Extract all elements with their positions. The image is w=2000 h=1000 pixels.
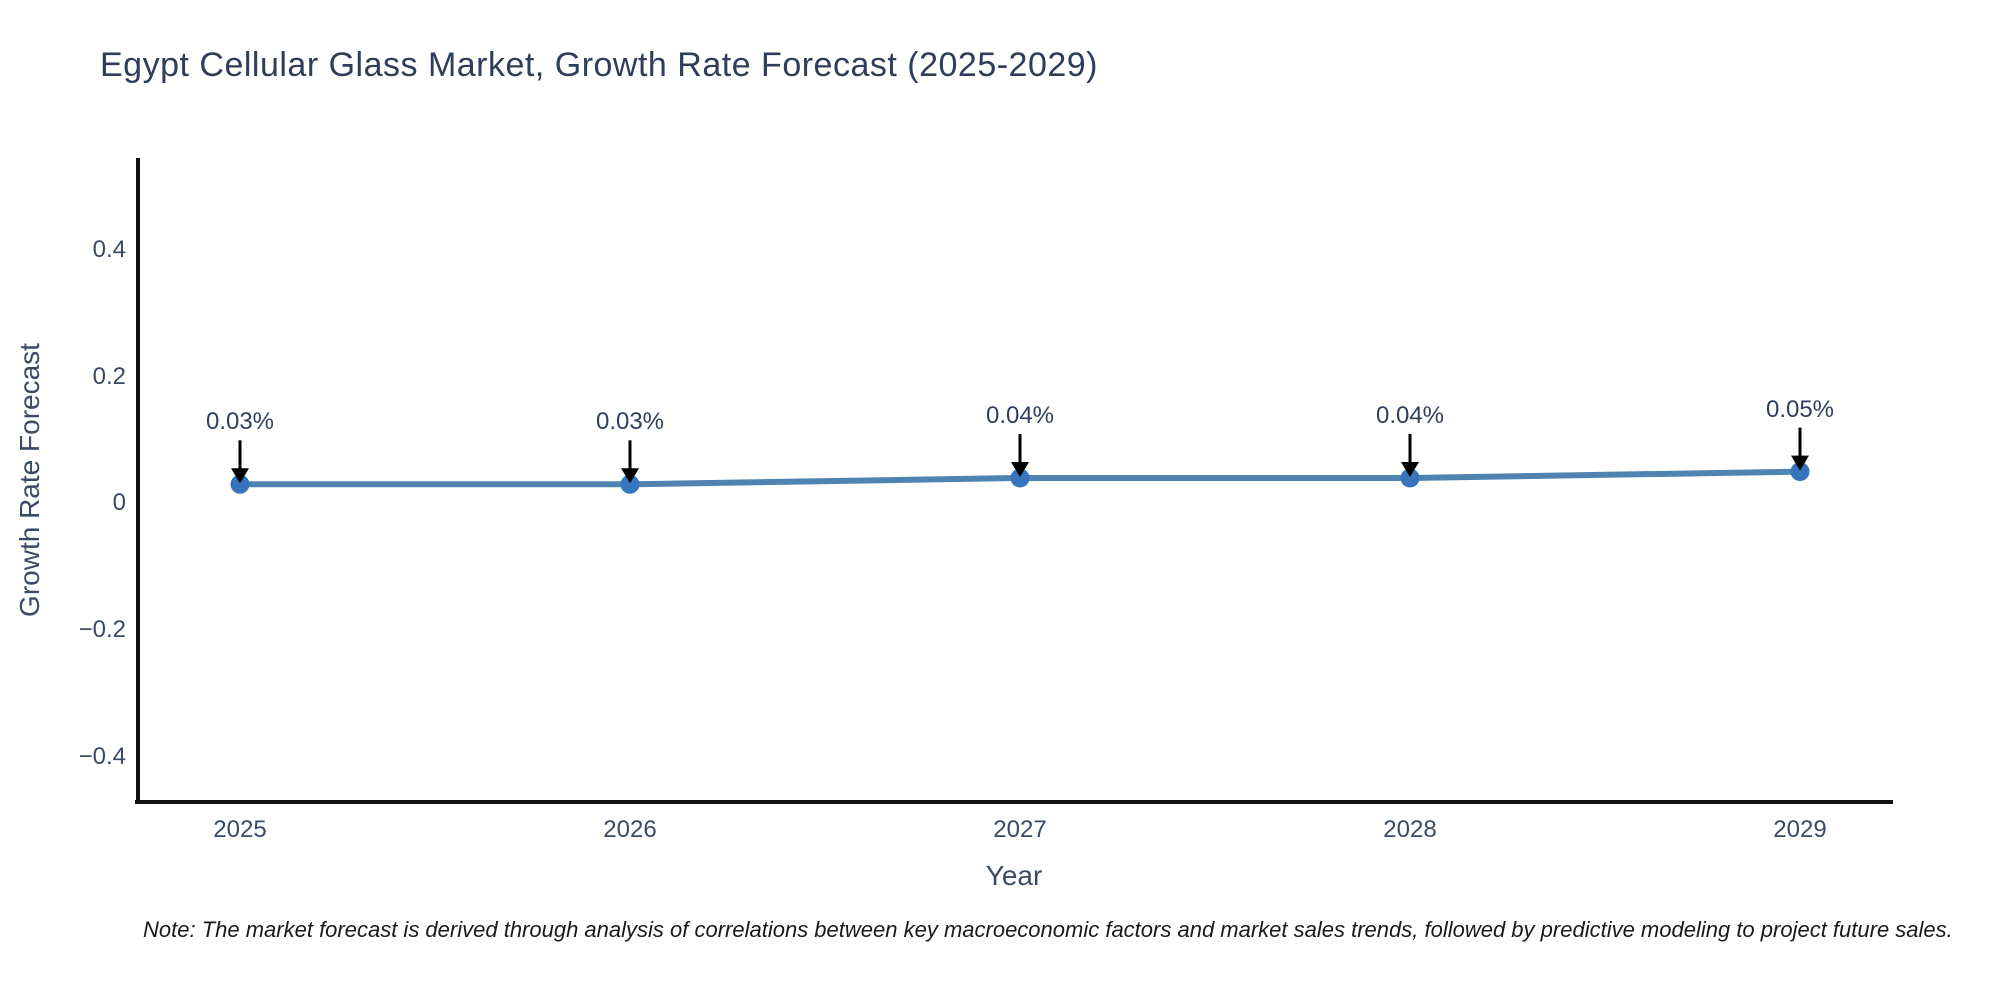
data-point-label: 0.03% [205,408,275,436]
y-axis-title: Growth Rate Forecast [14,343,45,617]
data-point-label: 0.03% [595,408,665,436]
y-tick-label: −0.4 [78,742,126,770]
data-point-marker [1400,468,1420,488]
chart-title: Egypt Cellular Glass Market, Growth Rate… [100,46,1099,84]
data-point-marker [230,474,250,494]
data-point-marker [1010,468,1030,488]
data-point-label: 0.04% [985,401,1055,429]
data-point-marker [620,474,640,494]
y-tick-label: 0.2 [92,362,126,390]
annotation-arrow-head [621,468,639,484]
y-tick-label: 0.4 [92,236,126,264]
annotation-arrow-head [1791,455,1809,471]
data-point-marker [1790,462,1810,482]
annotation-arrow-head [1011,461,1029,477]
annotation-arrow-head [1401,461,1419,477]
footnote-text: Note: The market forecast is derived thr… [143,917,1953,942]
x-tick-label: 2026 [603,816,657,843]
data-point-label: 0.04% [1375,401,1445,429]
x-tick-label: 2025 [213,816,267,843]
y-tick-label: −0.2 [78,615,126,643]
annotation-arrow-head [231,468,249,484]
y-tick-label: 0 [112,489,126,517]
marker-group [230,462,1810,494]
x-tick-label: 2027 [993,816,1047,843]
data-point-label: 0.05% [1765,395,1835,423]
x-tick-label: 2029 [1773,816,1827,843]
x-tick-label: 2028 [1383,816,1437,843]
x-axis-title: Year [985,860,1043,891]
annotation-arrow-group [231,427,1809,484]
